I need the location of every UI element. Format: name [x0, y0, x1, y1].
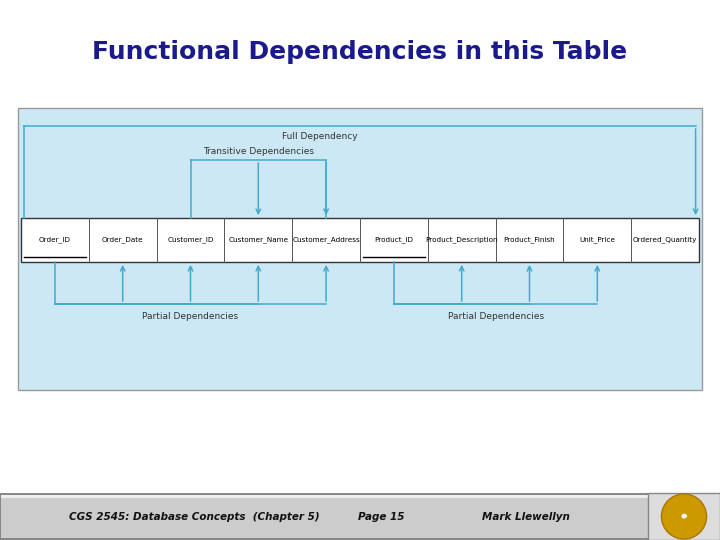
Text: Customer_ID: Customer_ID — [167, 237, 214, 244]
Text: Product_Finish: Product_Finish — [504, 237, 555, 244]
Text: Unit_Price: Unit_Price — [580, 237, 616, 244]
Bar — [648, 493, 720, 540]
Text: Customer_Address: Customer_Address — [292, 237, 360, 244]
Bar — [18, 108, 702, 390]
Circle shape — [662, 494, 706, 539]
Text: Order_Date: Order_Date — [102, 237, 143, 244]
Text: Customer_Name: Customer_Name — [228, 237, 289, 244]
Bar — [21, 218, 699, 262]
Text: Full Dependency: Full Dependency — [282, 132, 358, 141]
Text: Partial Dependencies: Partial Dependencies — [143, 312, 238, 321]
Text: Transitive Dependencies: Transitive Dependencies — [203, 147, 314, 156]
Bar — [1, 495, 719, 538]
Text: Functional Dependencies in this Table: Functional Dependencies in this Table — [92, 40, 628, 64]
Text: Product_ID: Product_ID — [374, 237, 413, 244]
Bar — [1, 495, 719, 498]
Text: Partial Dependencies: Partial Dependencies — [448, 312, 544, 321]
Text: Order_ID: Order_ID — [39, 237, 71, 244]
Text: Ordered_Quantity: Ordered_Quantity — [633, 237, 697, 244]
Text: Page 15: Page 15 — [359, 511, 405, 522]
Bar — [0, 493, 720, 540]
Text: CGS 2545: Database Concepts  (Chapter 5): CGS 2545: Database Concepts (Chapter 5) — [69, 511, 320, 522]
Text: Product_Description: Product_Description — [426, 237, 498, 244]
Text: Mark Llewellyn: Mark Llewellyn — [482, 511, 570, 522]
